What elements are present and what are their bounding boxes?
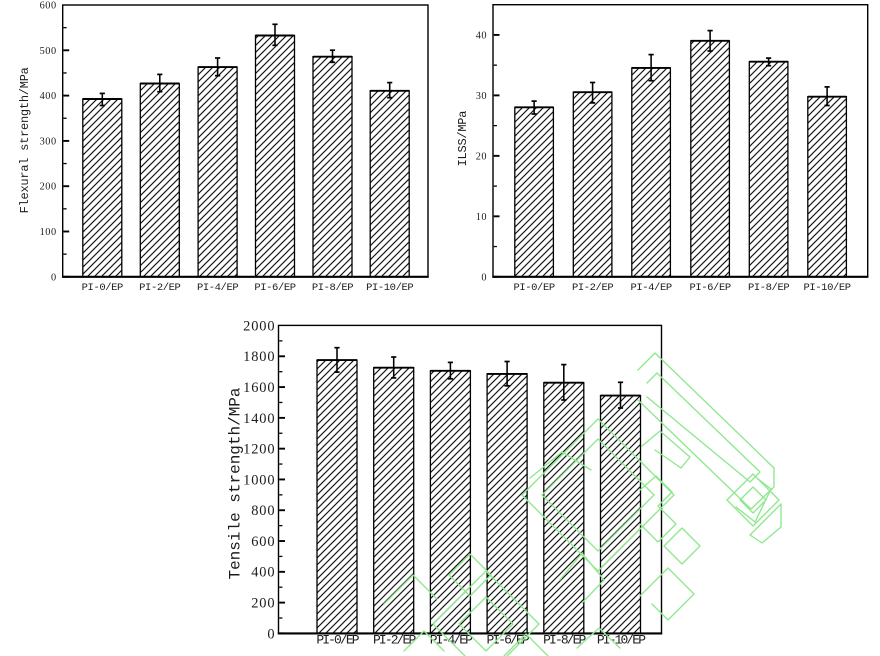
svg-text:1000: 1000: [243, 472, 275, 488]
svg-text:PI-8/EP: PI-8/EP: [748, 282, 789, 294]
svg-text:Flexural strength/MPa: Flexural strength/MPa: [18, 67, 32, 213]
svg-text:PI-4/EP: PI-4/EP: [197, 282, 238, 294]
svg-text:30: 30: [476, 91, 487, 102]
svg-text:0: 0: [481, 272, 487, 283]
svg-text:0: 0: [51, 272, 57, 283]
svg-text:500: 500: [40, 46, 57, 57]
svg-text:1800: 1800: [243, 349, 275, 365]
svg-text:300: 300: [40, 136, 57, 147]
svg-text:200: 200: [251, 596, 275, 612]
svg-text:800: 800: [251, 503, 275, 519]
svg-text:2000: 2000: [243, 318, 275, 334]
svg-text:PI-0/EP: PI-0/EP: [513, 282, 554, 294]
svg-text:20: 20: [476, 151, 487, 162]
svg-text:PI-8/EP: PI-8/EP: [543, 633, 586, 648]
svg-text:PI-0/EP: PI-0/EP: [316, 633, 359, 648]
svg-text:1400: 1400: [243, 411, 275, 427]
svg-text:10: 10: [476, 212, 487, 223]
svg-text:400: 400: [251, 565, 275, 581]
svg-text:PI-2/EP: PI-2/EP: [139, 282, 180, 294]
svg-text:1200: 1200: [243, 442, 275, 458]
svg-text:PI-6/EP: PI-6/EP: [254, 282, 295, 294]
svg-text:PI-6/EP: PI-6/EP: [486, 633, 529, 648]
svg-text:ILSS/MPa: ILSS/MPa: [456, 111, 470, 167]
svg-text:40: 40: [476, 30, 487, 41]
svg-text:200: 200: [40, 182, 57, 193]
svg-text:PI-4/EP: PI-4/EP: [430, 633, 473, 648]
svg-text:600: 600: [40, 1, 57, 12]
svg-text:PI-8/EP: PI-8/EP: [312, 282, 353, 294]
svg-text:0: 0: [267, 626, 275, 642]
svg-text:PI-2/EP: PI-2/EP: [373, 633, 416, 648]
svg-text:Tensile strength/MPa: Tensile strength/MPa: [227, 387, 245, 579]
svg-text:PI-6/EP: PI-6/EP: [689, 282, 730, 294]
svg-text:400: 400: [40, 91, 57, 102]
svg-text:PI-0/EP: PI-0/EP: [82, 282, 123, 294]
svg-text:600: 600: [251, 534, 275, 550]
svg-text:PI-2/EP: PI-2/EP: [572, 282, 613, 294]
svg-text:PI-4/EP: PI-4/EP: [630, 282, 671, 294]
svg-text:1600: 1600: [243, 380, 275, 396]
svg-text:100: 100: [40, 227, 57, 238]
svg-text:PI-10/EP: PI-10/EP: [597, 633, 646, 648]
svg-text:PI-10/EP: PI-10/EP: [366, 282, 413, 294]
svg-text:PI-10/EP: PI-10/EP: [803, 282, 850, 294]
